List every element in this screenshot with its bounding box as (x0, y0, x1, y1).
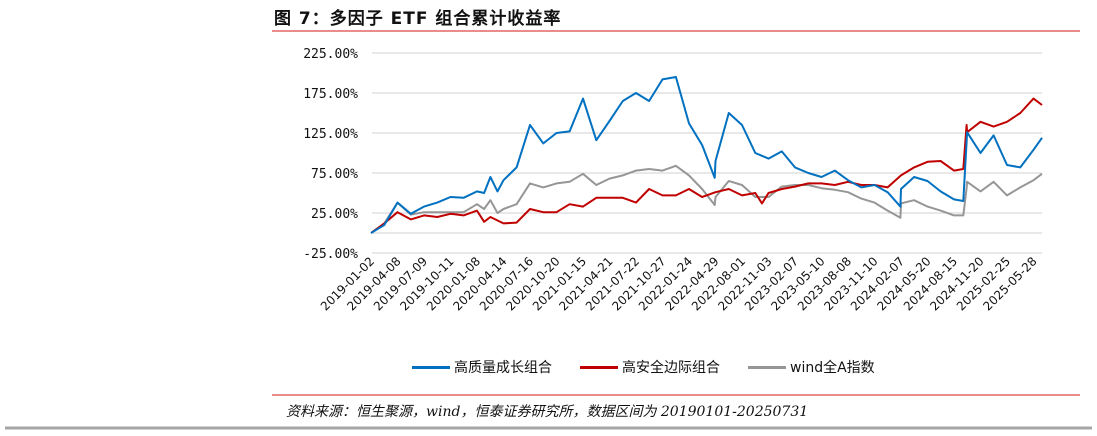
legend-label: wind全A指数 (790, 360, 875, 376)
legend-item-wind-all-a: wind全A指数 (748, 357, 875, 377)
y-tick-label: 25.00% (311, 207, 358, 222)
y-tick-label: 75.00% (311, 167, 358, 182)
y-tick-label: 175.00% (303, 87, 358, 102)
figure-title: 图 7：多因子 ETF 组合累计收益率 (274, 9, 562, 29)
legend-swatch (412, 365, 450, 369)
x-axis: 2019-01-022019-04-082019-07-092019-10-11… (318, 254, 1040, 313)
legend-item-safety-margin: 高安全边际组合 (580, 357, 720, 377)
legend-label: 高质量成长组合 (454, 360, 552, 376)
legend-swatch (580, 365, 618, 369)
series-line-0 (370, 76, 1043, 234)
gridlines (372, 52, 1042, 254)
series-line-1 (370, 97, 1043, 234)
y-axis: -25.00% 25.00% 75.00% 125.00% 175.00% 225.00% (303, 47, 358, 262)
y-tick-label: 225.00% (303, 47, 358, 62)
legend-label: 高安全边际组合 (622, 360, 720, 376)
y-tick-label: -25.00% (303, 247, 358, 262)
legend-swatch (748, 365, 786, 369)
legend-item-quality-growth: 高质量成长组合 (412, 357, 552, 377)
legend: 高质量成长组合 高安全边际组合 wind全A指数 (412, 357, 875, 377)
series-line-2 (370, 164, 1043, 234)
series-lines (370, 76, 1043, 234)
y-tick-label: 125.00% (303, 127, 358, 142)
source-note: 资料来源：恒生聚源，wind，恒泰证券研究所，数据区间为 20190101-20… (286, 404, 809, 420)
